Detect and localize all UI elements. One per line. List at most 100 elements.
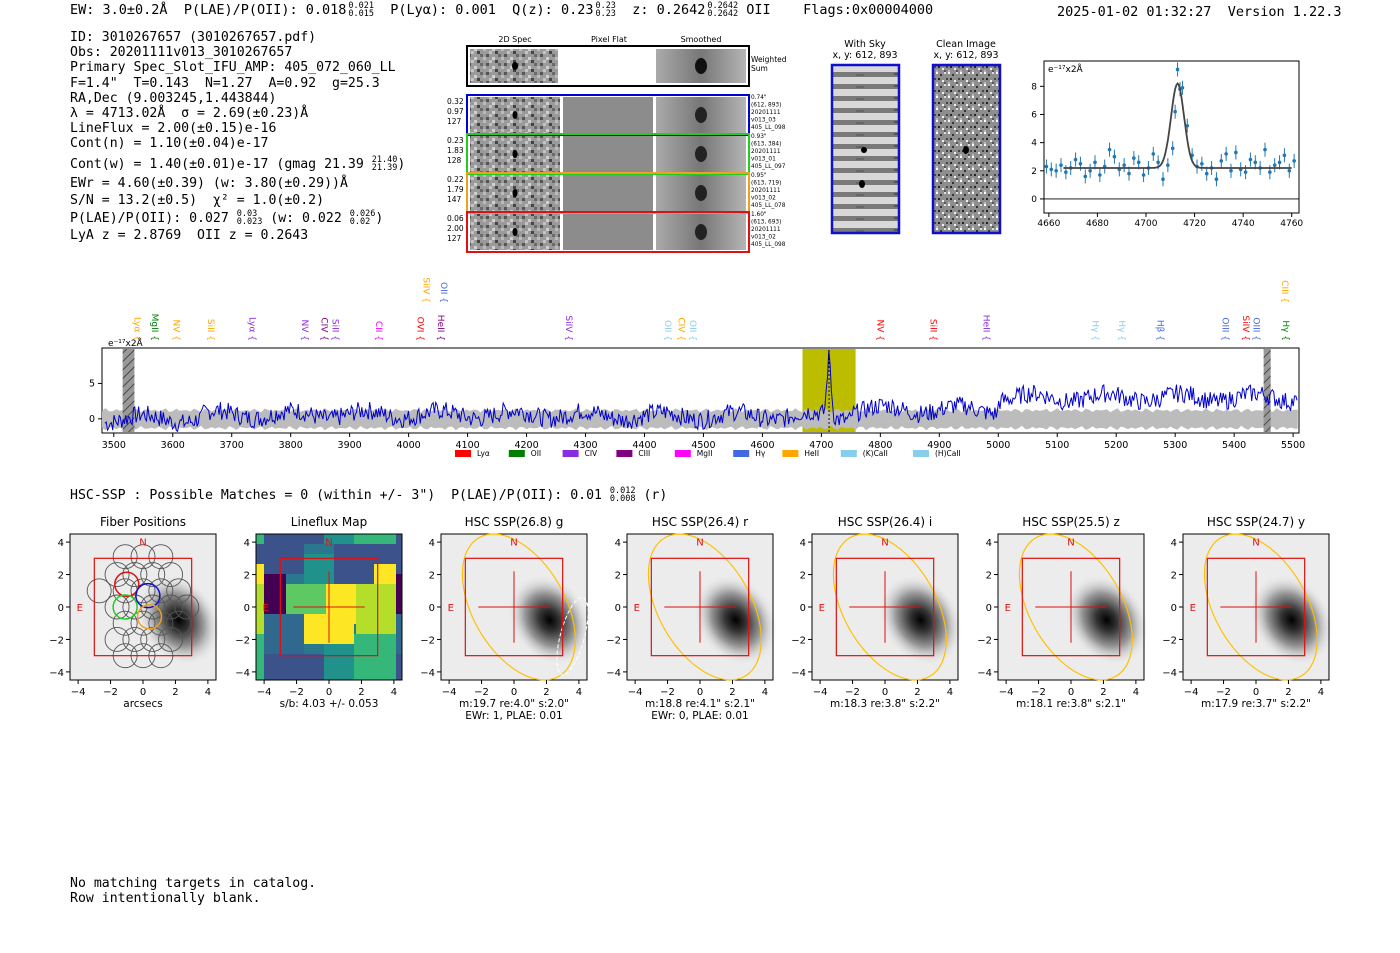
hsc-xtick-label: 0 [1068, 687, 1074, 698]
hsc-xtick-label: −4 [71, 687, 86, 698]
spectral-line-label: Hγ { [1090, 320, 1100, 341]
hsc-ytick-label: 0 [800, 603, 806, 614]
hsc-band: (r) [643, 488, 668, 503]
legend-label: CIII [638, 449, 650, 458]
spectral-line-label: SiII { [330, 319, 340, 341]
hsc-ytick-label: 2 [429, 571, 435, 582]
fit-data-point [1292, 159, 1296, 163]
hsc-xtick-label: 4 [576, 687, 582, 698]
hsc-ytick-label: 2 [615, 571, 621, 582]
spectral-line-label: Hγ { [1280, 320, 1290, 341]
hsc-lo: 0.008 [609, 494, 636, 504]
hsc-ytick-label: 2 [244, 571, 250, 582]
cutout-meta: 0.74" [751, 95, 767, 101]
cutout-meta: v013_03 [751, 118, 776, 124]
fit-xtick-label: 4740 [1232, 219, 1255, 229]
fit-data-point [1049, 167, 1054, 172]
hsc-xtick-label: 2 [729, 687, 735, 698]
fit-data-point [1282, 153, 1287, 158]
aperture-ellipse [1203, 533, 1318, 681]
hsc-panel: HSC SSP(26.4) r N E −4 −4 −2 −2 0 0 2 2 4 4 m:18.8 re… [606, 515, 778, 722]
cutout-meta: (613, 384) [751, 142, 781, 148]
fiber-circle [112, 610, 138, 636]
cutout-source-smooth [695, 146, 707, 162]
plya-value: P(Lyα): 0.001 [390, 2, 496, 18]
cutout-meta: v013_02 [751, 196, 776, 202]
cutout-meta: (612, 893) [751, 103, 781, 109]
hsc-ytick-label: 4 [429, 538, 435, 549]
hsc-xtick-label: −2 [289, 687, 304, 698]
fiber-circle [140, 594, 166, 620]
sky-source-2 [859, 180, 865, 188]
hsc-panel: HSC SSP(25.5) z N E −4 −4 −2 −2 0 0 2 2 4 4 m:18.1 re… [977, 515, 1149, 710]
hsc-ytick-label: 2 [58, 571, 64, 582]
col-2d-spec: 2D Spec [498, 35, 531, 44]
fiber-circle [148, 544, 174, 570]
fit-axes [1043, 60, 1300, 214]
info-fit: F=1.4" T=0.143 N=1.27 A=0.92 g=25.3 [70, 75, 380, 91]
search-box [93, 557, 193, 657]
spec-xtick-label: 4000 [397, 440, 421, 451]
hsc-xtick-label: −4 [1184, 687, 1199, 698]
fiber-circle [174, 594, 200, 620]
hsc-xtick-label: 0 [882, 687, 888, 698]
spec-xtick-label: 5300 [1163, 440, 1187, 451]
hsc-subtitle-2: EWr: 0, PLAE: 0.01 [651, 710, 748, 722]
hsc-ytick-label: −2 [791, 635, 806, 646]
spectral-line-label: HeII { [981, 315, 991, 341]
hsc-subtitle: m:17.9 re:3.7" s:2.2" [1201, 698, 1311, 710]
spectral-line-label: OIII { [1219, 317, 1229, 341]
galaxy-image [1250, 575, 1334, 665]
fiber-circle [104, 562, 130, 588]
spectral-line-label: NV { [299, 320, 309, 341]
with-sky-coords: x, y: 612, 893 [832, 50, 897, 61]
cutout-meta: 20201111 [751, 227, 781, 233]
fit-data-point [1287, 168, 1292, 173]
spectral-line-label: Hγ { [1116, 320, 1126, 341]
fit-data-point [1112, 154, 1117, 159]
search-box [464, 557, 564, 657]
fit-data-point [1214, 177, 1219, 182]
z-value: z: 0.2642 [632, 2, 706, 18]
cutout-weight: 0.06 [447, 214, 464, 223]
fiber-circle [86, 578, 112, 604]
hsc-xtick-label: −4 [628, 687, 643, 698]
hsc-xtick-label: −4 [442, 687, 457, 698]
weighted-source-smooth [695, 58, 707, 74]
detection-info: ID: 3010267657 (3010267657.pdf) Obs: 202… [70, 30, 405, 244]
north-label: N [1252, 537, 1259, 548]
cutout-meta: 20201111 [751, 149, 781, 155]
spectrum-line [104, 350, 1298, 433]
hsc-ytick-label: 4 [986, 538, 992, 549]
z-lo: 0.2642 [707, 9, 739, 19]
cutout-source [512, 150, 518, 158]
hsc-xtick-label: −4 [257, 687, 272, 698]
hsc-subtitle: m:18.8 re:4.1" s:2.1" [645, 698, 755, 710]
spectral-line-label: CIV { [676, 317, 686, 341]
clean-image-title: Clean Image [936, 39, 996, 50]
hsc-ytick-label: −4 [977, 668, 992, 679]
fit-xtick-label: 4760 [1280, 219, 1303, 229]
spec-xtick-label: 4900 [927, 440, 951, 451]
info-ewr: EWr = 4.60(±0.39) (w: 3.80(±0.29))Å [70, 175, 348, 191]
fit-data-point [1263, 147, 1267, 152]
fiber-circle [140, 562, 166, 588]
cutout-meta: (613, 693) [751, 220, 781, 226]
cutout-pixel-flat [563, 136, 653, 172]
info-sn: S/N = 13.2(±0.5) χ² = 1.0(±0.2) [70, 193, 325, 209]
contw-hi: 21.40 [371, 154, 398, 165]
fit-data-point [1268, 170, 1272, 174]
fit-data-point [1156, 160, 1160, 165]
cutout-meta: v013_02 [751, 235, 776, 241]
cutout-count: 128 [447, 156, 462, 165]
hsc-panel: HSC SSP(26.4) i N E −4 −4 −2 −2 0 0 2 2 4 4 m:18.3 re… [791, 515, 963, 710]
east-label: E [819, 603, 825, 614]
legend-label: Hγ [755, 449, 766, 458]
col-smoothed: Smoothed [681, 35, 722, 44]
hsc-subtitle-2: EWr: 1, PLAE: 0.01 [465, 710, 562, 722]
ew-value: EW: 3.0±0.2Å [70, 2, 168, 18]
spectral-line-label: NV { [170, 320, 180, 341]
hsc-ytick-label: −2 [420, 635, 435, 646]
